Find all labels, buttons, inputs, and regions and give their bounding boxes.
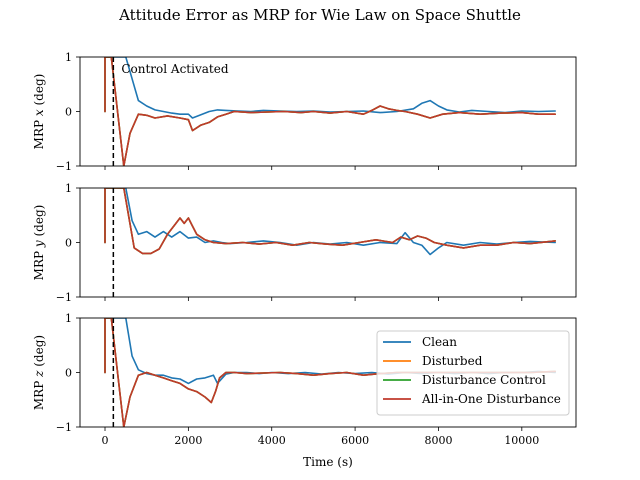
- plot-area: [104, 57, 557, 166]
- series-line-clean: [104, 57, 557, 119]
- panel-3: 0 2000 4000 6000 8000 10000 −1 0 1 MRP z (deg) Cle…: [32, 312, 577, 447]
- x-tick-label: 2000: [174, 434, 202, 447]
- series-line-all-in-one-disturbance: [104, 188, 557, 255]
- panel-1: −1 0 1 MRP x (deg) Control Activated: [32, 51, 577, 173]
- x-tick-label: 4000: [258, 434, 286, 447]
- y-tick-label: 0: [65, 237, 72, 250]
- legend-entry: Disturbance Control: [422, 373, 546, 387]
- legend: Clean Disturbed Disturbance Control All-in-…: [376, 330, 570, 416]
- y-tick-label: 0: [65, 106, 72, 119]
- y-tick-label: 1: [65, 182, 72, 195]
- y-axis-label: MRP y (deg): [32, 205, 46, 281]
- x-tick-label: 10000: [504, 434, 539, 447]
- plot-area: [104, 188, 557, 297]
- x-tick-label: 6000: [341, 434, 369, 447]
- y-axis-label: MRP z (deg): [32, 335, 46, 410]
- chart-title: Attitude Error as MRP for Wie Law on Spa…: [118, 6, 521, 24]
- x-tick-label: 0: [102, 434, 109, 447]
- y-tick-label: −1: [56, 421, 72, 434]
- panel-2: −1 0 1 MRP y (deg): [32, 182, 577, 304]
- legend-frame: [376, 330, 570, 416]
- y-tick-label: 0: [65, 367, 72, 380]
- y-axis-label: MRP x (deg): [32, 74, 46, 150]
- legend-entry: Clean: [422, 335, 457, 349]
- x-axis-label: Time (s): [303, 455, 353, 469]
- axes-frame: [79, 187, 577, 298]
- y-tick-label: −1: [56, 291, 72, 304]
- legend-entry: Disturbed: [422, 354, 483, 368]
- y-tick-label: 1: [65, 51, 72, 64]
- y-tick-label: −1: [56, 160, 72, 173]
- panels: −1 0 1 MRP x (deg) Control Activated −1 0 1 MRP …: [32, 51, 577, 447]
- annotation-control-activated: Control Activated: [121, 62, 228, 76]
- legend-entry: All-in-One Disturbance: [421, 392, 561, 406]
- y-tick-label: 1: [65, 312, 72, 325]
- series-line-all-in-one-disturbance: [104, 57, 557, 166]
- x-tick-label: 8000: [424, 434, 452, 447]
